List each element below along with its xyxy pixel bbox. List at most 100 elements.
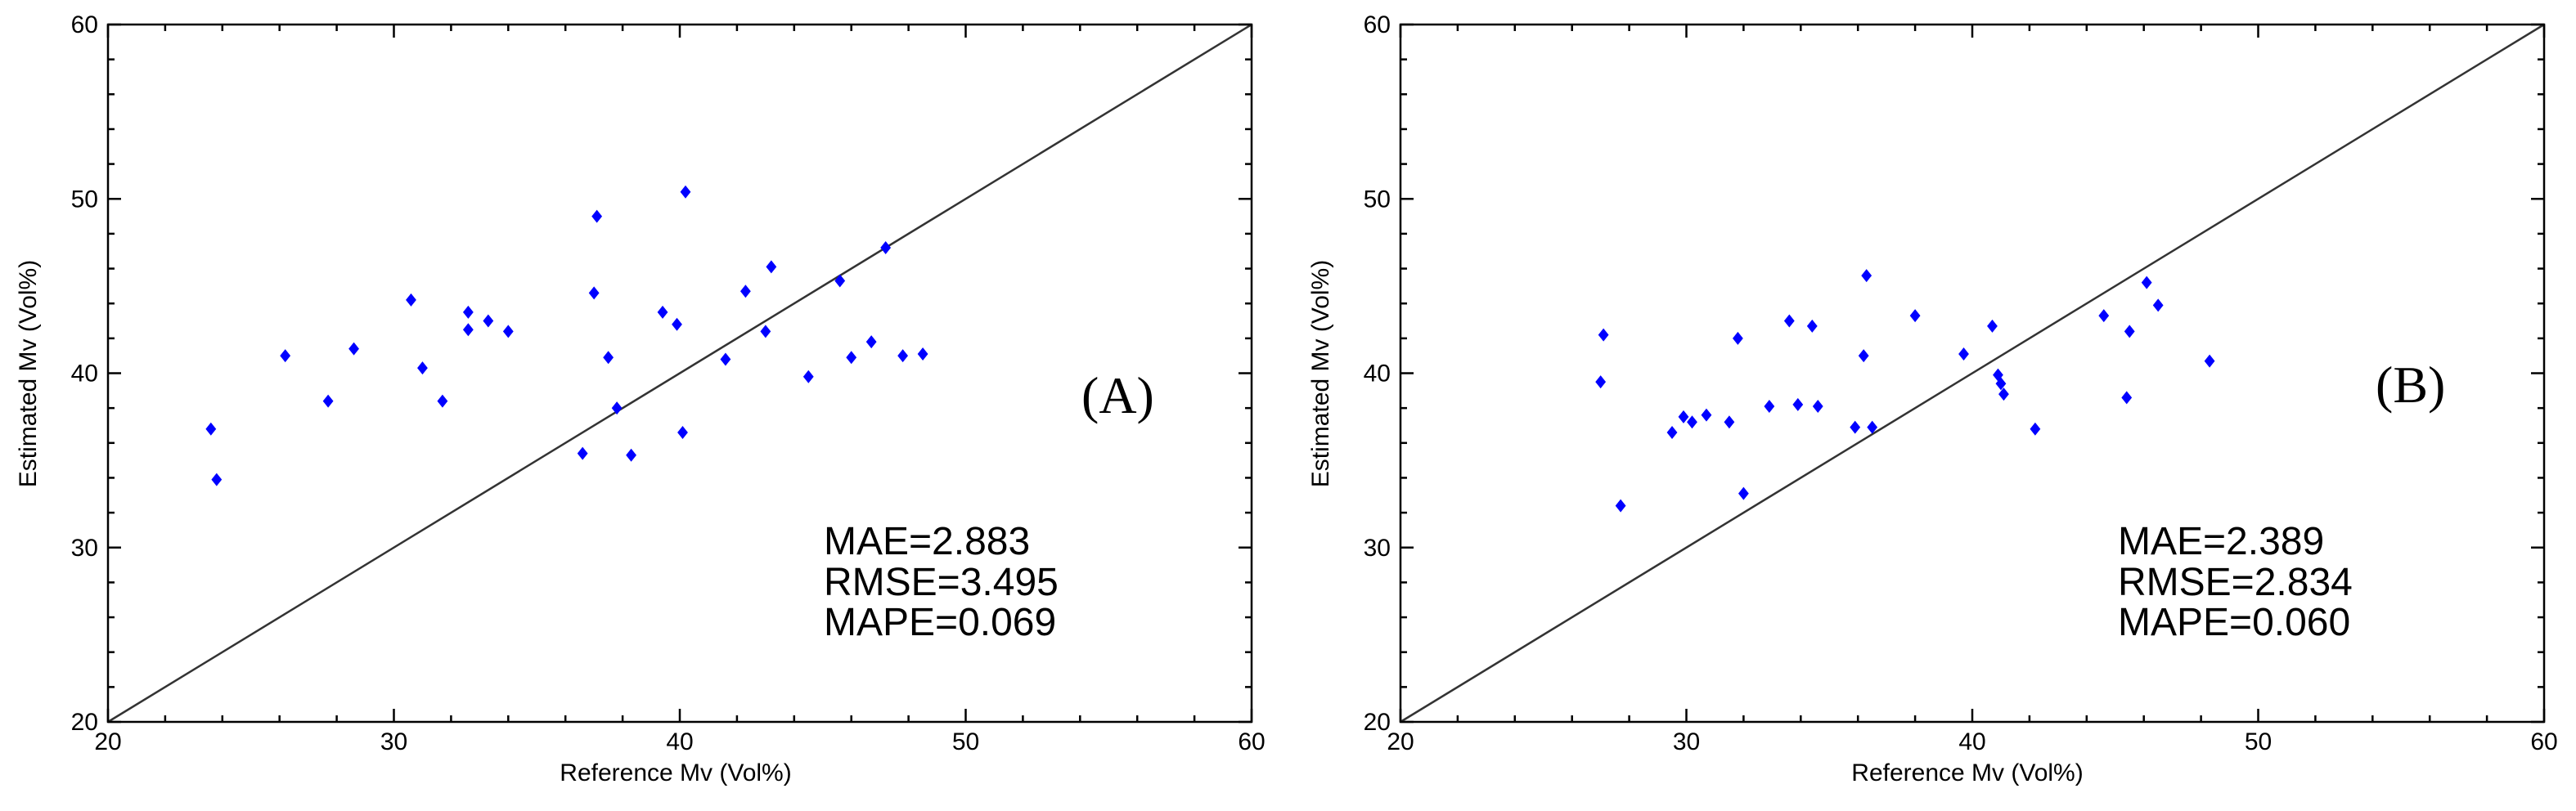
- panel-a-data-point: [406, 293, 416, 307]
- panel-a-y-tick-label: 30: [71, 535, 98, 562]
- panel-a-data-point: [680, 185, 691, 199]
- panel-b-mape: MAPE=0.060: [2118, 601, 2350, 644]
- panel-b-y-tick-label: 50: [1364, 186, 1391, 213]
- panel-b-xlabel: Reference Mv (Vol%): [1851, 759, 2083, 786]
- panel-b-data-point: [1687, 415, 1697, 429]
- panel-a-data-point: [211, 473, 223, 486]
- panel-a-data-point: [462, 323, 474, 337]
- panel-a-data-point: [766, 260, 777, 274]
- panel-b-x-tick-label: 20: [1387, 728, 1414, 755]
- panel-b-data-point: [1615, 499, 1626, 513]
- panel-a-data-point: [437, 394, 448, 408]
- panel-a-data-point: [677, 426, 688, 440]
- panel-a-y-tick-label: 50: [71, 186, 98, 213]
- panel-a-data-point: [657, 305, 668, 319]
- panel-a-data-point: [611, 401, 623, 415]
- panel-a-points: [205, 185, 928, 486]
- panel-b-data-point: [1733, 331, 1743, 345]
- panel-a-data-point: [760, 325, 771, 338]
- panel-b-data-point: [1850, 420, 1861, 434]
- panel-a-data-point: [591, 209, 603, 223]
- panel-b-data-point: [1858, 349, 1869, 363]
- panel-a-x-tick-label: 50: [952, 728, 979, 755]
- panel-b-data-point: [1738, 486, 1749, 500]
- panel-b-y-tick-label: 40: [1364, 361, 1391, 388]
- panel-b-points: [1595, 269, 2215, 513]
- panel-b-data-point: [1724, 415, 1735, 429]
- panel-a-data-point: [846, 351, 857, 365]
- panel-a-label: (A): [1081, 366, 1154, 424]
- panel-b-data-point: [2141, 276, 2152, 289]
- panel-a-x-tick-label: 40: [666, 728, 693, 755]
- panel-a-data-point: [720, 352, 731, 366]
- panel-b: 20 30 40 50 60 20 30 40 50 60 MAE=2.389 RMSE=2.83…: [1307, 11, 2558, 786]
- panel-b-data-point: [1995, 377, 2007, 391]
- panel-a-data-point: [802, 370, 814, 383]
- panel-b-data-point: [1958, 347, 1969, 361]
- panel-a-data-point: [417, 361, 428, 375]
- panel-b-data-point: [1806, 319, 1818, 333]
- panel-a-data-point: [672, 317, 682, 331]
- panel-b-x-tick-label: 60: [2530, 728, 2557, 755]
- panel-a-data-point: [865, 335, 877, 349]
- panel-a-data-point: [322, 394, 334, 408]
- panel-a-xlabel: Reference Mv (Vol%): [560, 759, 791, 786]
- panel-a-x-tick-label: 30: [380, 728, 407, 755]
- panel-b-data-point: [2124, 325, 2135, 338]
- panel-b-data-point: [1598, 328, 1609, 342]
- panel-b-data-point: [1764, 400, 1775, 414]
- panel-b-y-tick-label: 20: [1364, 709, 1391, 736]
- panel-b-rmse: RMSE=2.834: [2118, 561, 2353, 604]
- panel-a-y-tick-label: 40: [71, 361, 98, 388]
- panel-a-data-point: [588, 286, 600, 300]
- panel-a-mae: MAE=2.883: [824, 520, 1030, 563]
- panel-b-x-tick-label: 30: [1673, 728, 1700, 755]
- panel-a-x-tick-label: 60: [1238, 728, 1265, 755]
- panel-a-data-point: [740, 285, 751, 298]
- panel-a-data-point: [348, 342, 359, 356]
- panel-a-rmse: RMSE=3.495: [824, 561, 1059, 604]
- panel-a-data-point: [897, 349, 909, 363]
- panel-b-x-tick-label: 50: [2245, 728, 2272, 755]
- panel-a-y-tick-label: 60: [71, 11, 98, 38]
- panel-b-ylabel: Estimated Mv (Vol%): [1307, 260, 1334, 487]
- panel-a: 20 30 40 50 60 20 30 40 50 60 MAE=2.883 RMSE=3.49…: [15, 11, 1266, 786]
- panel-a-data-point: [880, 240, 892, 254]
- panel-a-one-to-one-line: [107, 23, 1252, 724]
- panel-b-data-point: [1678, 410, 1689, 423]
- panel-a-data-point: [462, 305, 474, 319]
- panel-b-data-point: [2152, 298, 2164, 312]
- panel-b-axes: 20 30 40 50 60 20 30 40 50 60: [1364, 11, 2558, 755]
- panel-b-data-point: [1666, 426, 1678, 440]
- panel-a-data-point: [577, 446, 588, 460]
- panel-b-data-point: [1701, 408, 1712, 422]
- panel-b-data-point: [1998, 388, 2009, 401]
- panel-b-mae: MAE=2.389: [2118, 520, 2324, 563]
- panel-a-axes: 20 30 40 50 60 20 30 40 50 60: [71, 11, 1266, 755]
- panel-b-one-to-one-line: [1400, 23, 2545, 724]
- panel-b-label: (B): [2376, 356, 2445, 414]
- panel-b-data-point: [2030, 422, 2041, 436]
- panel-b-data-point: [1909, 309, 1921, 323]
- panel-b-y-tick-label: 60: [1364, 11, 1391, 38]
- panel-a-data-point: [917, 347, 928, 361]
- panel-a-mape: MAPE=0.069: [824, 601, 1056, 644]
- panel-b-data-point: [1867, 420, 1878, 434]
- panel-b-data-point: [1861, 269, 1872, 283]
- panel-a-x-tick-label: 20: [94, 728, 121, 755]
- panel-b-data-point: [1595, 375, 1607, 389]
- panel-a-data-point: [502, 325, 514, 338]
- panel-a-y-tick-label: 20: [71, 709, 98, 736]
- panel-a-data-point: [205, 422, 217, 436]
- panel-a-ylabel: Estimated Mv (Vol%): [15, 260, 42, 487]
- panel-b-data-point: [2121, 391, 2133, 405]
- panel-b-data-point: [1987, 319, 1998, 333]
- panel-b-x-tick-label: 40: [1958, 728, 1985, 755]
- panel-b-data-point: [1812, 400, 1823, 414]
- panel-b-data-point: [1783, 314, 1795, 328]
- panel-a-data-point: [280, 349, 291, 363]
- panel-b-data-point: [2098, 309, 2110, 323]
- panel-a-data-point: [483, 314, 494, 328]
- panel-b-y-tick-label: 30: [1364, 535, 1391, 562]
